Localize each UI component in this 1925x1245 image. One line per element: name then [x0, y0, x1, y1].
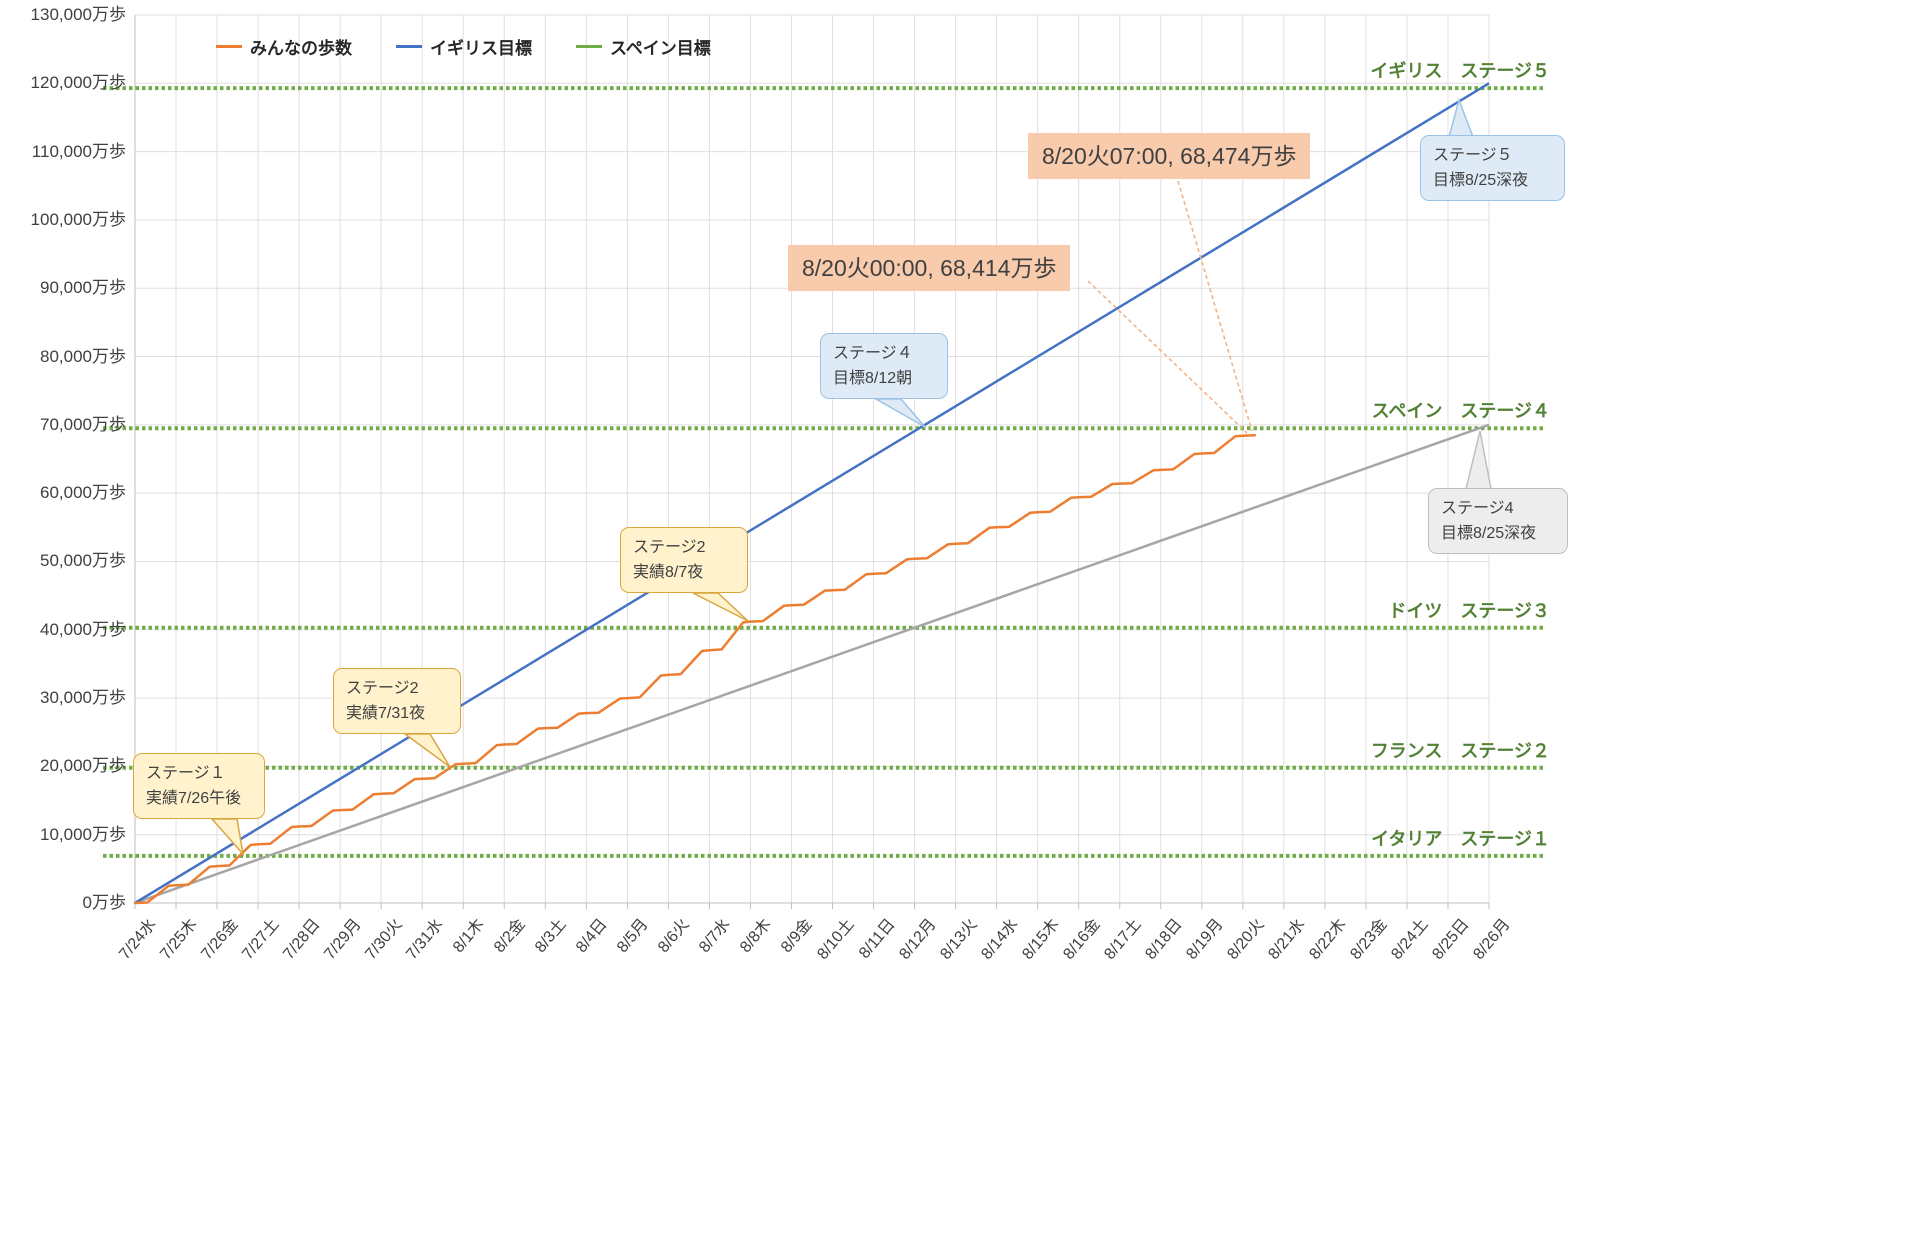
datapoint-label-0700: 8/20火07:00, 68,474万歩 — [1028, 133, 1311, 179]
y-axis-label: 70,000万歩 — [40, 414, 126, 434]
stage-threshold-label: ドイツ ステージ３ — [1388, 600, 1550, 621]
y-axis-label: 80,000万歩 — [40, 346, 126, 366]
y-axis-label: 110,000万歩 — [31, 141, 126, 161]
callout-title: ステージ2 — [633, 539, 706, 556]
callout-stage5-target: ステージ５ 目標8/25深夜 — [1420, 135, 1565, 201]
callout-detail: 実績7/31夜 — [346, 705, 426, 722]
callout-tail — [873, 398, 926, 428]
y-axis-label: 40,000万歩 — [40, 619, 126, 639]
callout-stage4-target-end: ステージ4 目標8/25深夜 — [1428, 488, 1568, 554]
callout-stage1-actual: ステージ１ 実績7/26午後 — [133, 753, 265, 819]
y-axis-label: 130,000万歩 — [30, 5, 126, 24]
callout-tail — [402, 733, 451, 768]
y-axis-label: 100,000万歩 — [30, 209, 126, 229]
steps-actual-line — [133, 434, 1257, 905]
legend-line-swatch — [576, 45, 602, 48]
callout-title: ステージ１ — [146, 765, 226, 782]
callout-detail: 実績8/7夜 — [633, 564, 704, 581]
chart-legend: みんなの歩数 イギリス目標 スペイン目標 — [216, 34, 711, 59]
y-axis-label: 60,000万歩 — [40, 483, 126, 503]
callout-title: ステージ4 — [1441, 500, 1514, 517]
datapoint-label-0000: 8/20火00:00, 68,414万歩 — [788, 245, 1071, 291]
callout-stage2-actual: ステージ2 実績7/31夜 — [333, 668, 461, 734]
callout-tail — [1465, 430, 1492, 490]
annotation-leader-line — [1087, 280, 1248, 434]
annotation-leader-line — [1177, 180, 1253, 432]
legend-item: イギリス目標 — [396, 34, 532, 59]
y-axis-label: 90,000万歩 — [40, 278, 126, 298]
callout-stage3-actual: ステージ2 実績8/7夜 — [620, 527, 748, 593]
legend-label: みんなの歩数 — [250, 39, 352, 58]
legend-item: スペイン目標 — [576, 34, 711, 59]
y-axis-label: 0万歩 — [82, 893, 126, 912]
y-axis-label: 50,000万歩 — [40, 551, 126, 571]
callout-detail: 実績7/26午後 — [146, 790, 242, 807]
callout-tail — [692, 592, 749, 622]
callout-detail: 目標8/25深夜 — [1441, 525, 1537, 542]
callout-title: ステージ４ — [833, 345, 913, 362]
callout-stage4-target-mid: ステージ４ 目標8/12朝 — [820, 333, 948, 399]
legend-item: みんなの歩数 — [216, 34, 352, 59]
legend-label: スペイン目標 — [610, 39, 711, 58]
y-axis-label: 10,000万歩 — [40, 824, 126, 844]
stage-threshold-label: スペイン ステージ４ — [1371, 401, 1550, 422]
callout-title: ステージ５ — [1433, 147, 1513, 164]
callout-detail: 目標8/12朝 — [833, 370, 913, 387]
callout-detail: 目標8/25深夜 — [1433, 172, 1529, 189]
stage-threshold-label: イタリア ステージ１ — [1371, 828, 1550, 849]
stage-threshold-label: フランス ステージ２ — [1370, 740, 1550, 761]
target-line — [134, 82, 1490, 905]
stage-threshold-label: イギリス ステージ５ — [1370, 61, 1550, 82]
y-axis-label: 120,000万歩 — [30, 73, 126, 93]
legend-line-swatch — [396, 45, 422, 48]
callout-tail — [210, 818, 245, 857]
y-axis-label: 20,000万歩 — [40, 756, 126, 776]
y-axis-label: 30,000万歩 — [40, 688, 126, 708]
callout-title: ステージ2 — [346, 680, 419, 697]
target-line — [134, 423, 1490, 905]
legend-label: イギリス目標 — [430, 39, 532, 58]
legend-line-swatch — [216, 45, 242, 48]
